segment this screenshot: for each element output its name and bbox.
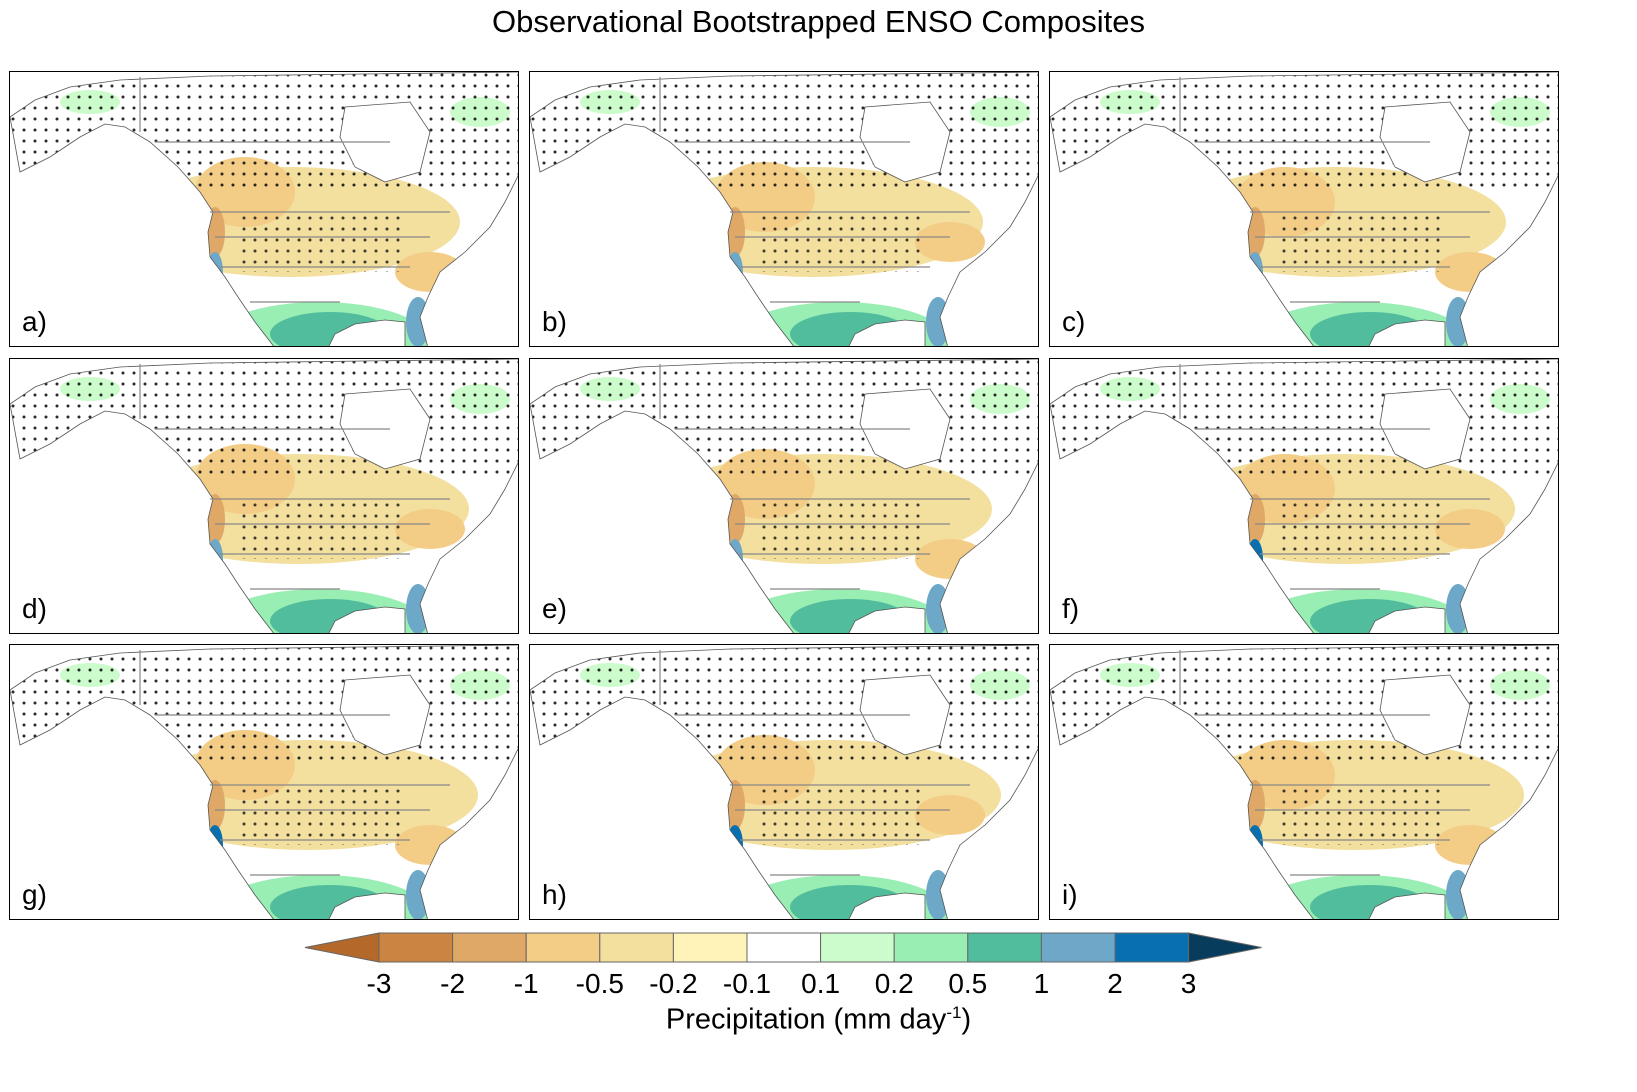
colorbar-tick-label: -0.5 bbox=[575, 968, 624, 999]
stippling bbox=[240, 499, 400, 559]
colorbar-bin bbox=[452, 932, 527, 963]
colorbar-tick-label: 0.5 bbox=[948, 968, 988, 999]
stippling bbox=[10, 359, 518, 479]
stippling bbox=[1280, 785, 1440, 845]
stippling bbox=[760, 499, 920, 559]
wet-anomaly bbox=[727, 252, 743, 292]
stippling bbox=[1280, 212, 1440, 272]
wet-anomaly bbox=[207, 252, 223, 292]
dry-anomaly bbox=[395, 509, 465, 549]
stippling bbox=[1050, 359, 1558, 479]
stippling bbox=[530, 72, 1038, 192]
colorbar-tick-label: 0.1 bbox=[801, 968, 841, 999]
dry-anomaly bbox=[1435, 509, 1505, 549]
map-panel-c: c) bbox=[1049, 71, 1559, 347]
colorbar-bin bbox=[1040, 932, 1116, 963]
dry-anomaly bbox=[395, 825, 465, 865]
wet-anomaly bbox=[727, 825, 743, 865]
colorbar-tick-label: -0.1 bbox=[722, 968, 772, 999]
panel-label: i) bbox=[1062, 879, 1078, 910]
wet-anomaly bbox=[406, 297, 430, 346]
colorbar-tick-label: 2 bbox=[1107, 968, 1123, 999]
panel-label: e) bbox=[542, 593, 567, 624]
colorbar-bin bbox=[1114, 932, 1190, 963]
dry-anomaly bbox=[1435, 825, 1505, 865]
wet-anomaly bbox=[1446, 297, 1470, 346]
stippling bbox=[10, 645, 518, 765]
map-panel-b: b) bbox=[529, 71, 1039, 347]
wet-anomaly bbox=[406, 584, 430, 633]
stippling bbox=[1050, 645, 1558, 765]
dry-anomaly bbox=[915, 539, 985, 579]
stippling bbox=[760, 785, 920, 845]
map-panel-i: i) bbox=[1049, 644, 1559, 920]
wet-anomaly bbox=[1446, 870, 1470, 919]
wet-anomaly bbox=[727, 539, 743, 579]
panel-label: f) bbox=[1062, 593, 1080, 624]
dry-anomaly bbox=[915, 222, 985, 262]
wet-anomaly bbox=[207, 539, 223, 579]
colorbar-tick-label: -0.2 bbox=[649, 968, 698, 999]
panel-label: a) bbox=[22, 306, 47, 337]
stippling bbox=[760, 212, 920, 272]
wet-anomaly bbox=[207, 825, 223, 865]
panel-label: c) bbox=[1062, 306, 1086, 337]
colorbar-bin bbox=[967, 932, 1042, 963]
colorbar-extend-high bbox=[1188, 932, 1262, 963]
colorbar-bin bbox=[599, 932, 674, 963]
wet-anomaly bbox=[1247, 825, 1263, 865]
panel-label: b) bbox=[542, 306, 567, 337]
colorbar-tick-label: -2 bbox=[440, 968, 466, 999]
dry-anomaly bbox=[915, 795, 985, 835]
wet-anomaly bbox=[926, 870, 950, 919]
colorbar-bin bbox=[893, 932, 969, 963]
colorbar-extend-low bbox=[304, 932, 380, 963]
colorbar-bin bbox=[820, 932, 895, 963]
colorbar-bin bbox=[525, 932, 601, 963]
stippling bbox=[1280, 499, 1440, 559]
colorbar-label: Precipitation (mm day-1) bbox=[665, 1003, 972, 1036]
map-panel-a: a) bbox=[9, 71, 519, 347]
wet-anomaly bbox=[926, 584, 950, 633]
wet-anomaly bbox=[1247, 252, 1263, 292]
colorbar-bin bbox=[672, 932, 748, 963]
colorbar-bin bbox=[746, 932, 822, 963]
wet-anomaly bbox=[926, 297, 950, 346]
map-panel-d: d) bbox=[9, 358, 519, 634]
stippling bbox=[1050, 72, 1558, 192]
colorbar-bin bbox=[378, 932, 454, 963]
map-panel-h: h) bbox=[529, 644, 1039, 920]
panel-label: h) bbox=[542, 879, 567, 910]
colorbar-tick-label: 0.2 bbox=[874, 968, 914, 999]
stippling bbox=[530, 645, 1038, 765]
colorbar-tick-label: 3 bbox=[1180, 968, 1197, 999]
map-panel-e: e) bbox=[529, 358, 1039, 634]
colorbar-tick-label: -1 bbox=[513, 968, 539, 999]
wet-anomaly bbox=[1247, 539, 1263, 579]
panel-label: d) bbox=[22, 593, 47, 624]
colorbar-tick-label: 1 bbox=[1033, 968, 1050, 999]
dry-anomaly bbox=[395, 252, 465, 292]
stippling bbox=[530, 359, 1038, 479]
wet-anomaly bbox=[1446, 584, 1470, 633]
figure-title: Observational Bootstrapped ENSO Composit… bbox=[491, 4, 1146, 39]
wet-anomaly bbox=[406, 870, 430, 919]
map-panel-g: g) bbox=[9, 644, 519, 920]
panel-label: g) bbox=[22, 879, 47, 910]
stippling bbox=[240, 212, 400, 272]
colorbar bbox=[304, 932, 1262, 963]
map-panel-f: f) bbox=[1049, 358, 1559, 634]
dry-anomaly bbox=[1435, 252, 1505, 292]
colorbar-tick-label: -3 bbox=[366, 968, 392, 999]
stippling bbox=[240, 785, 400, 845]
stippling bbox=[10, 72, 518, 192]
